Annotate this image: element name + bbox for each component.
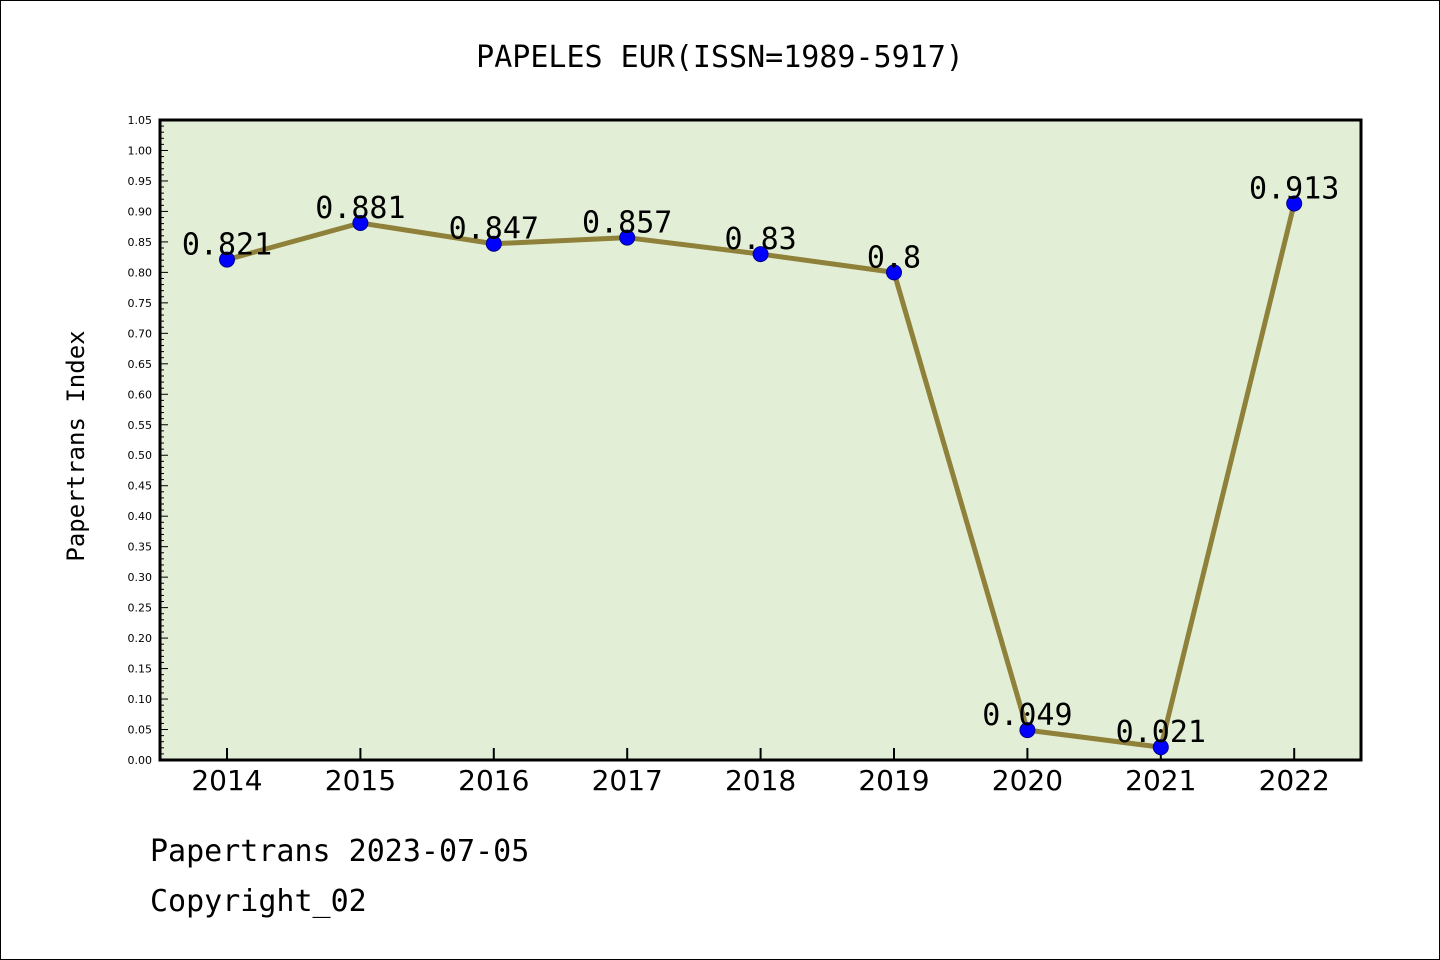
y-tick-label: 0.50 bbox=[128, 449, 153, 462]
y-tick-label: 0.65 bbox=[128, 358, 153, 371]
x-axis-ticks: 2014 2015 2016 2017 2018 2019 2020 2021 2022 bbox=[191, 748, 1330, 797]
data-label: 0.847 bbox=[449, 212, 539, 247]
x-tick-label: 2019 bbox=[858, 764, 929, 797]
x-tick-label: 2022 bbox=[1259, 764, 1330, 797]
y-tick-label: 0.90 bbox=[128, 205, 153, 218]
data-point bbox=[1152, 739, 1169, 756]
y-tick-label: 0.10 bbox=[128, 693, 153, 706]
y-tick-label: 0.25 bbox=[128, 602, 153, 615]
data-labels: 0.821 0.881 0.847 0.857 0.83 0.8 0.049 0.021 0.9… bbox=[182, 172, 1340, 751]
y-axis-label: Papertrans Index bbox=[62, 330, 90, 561]
data-markers bbox=[219, 195, 1303, 756]
data-label: 0.8 bbox=[867, 240, 921, 275]
data-label: 0.049 bbox=[982, 698, 1072, 733]
data-point bbox=[1019, 722, 1036, 739]
x-tick-label: 2018 bbox=[725, 764, 796, 797]
y-tick-label: 1.05 bbox=[128, 114, 153, 127]
y-tick-label: 0.40 bbox=[128, 510, 153, 523]
chart-title: PAPELES EUR(ISSN=1989-5917) bbox=[476, 40, 964, 75]
y-tick-label: 0.20 bbox=[128, 632, 153, 645]
y-tick-label: 0.80 bbox=[128, 266, 153, 279]
data-point bbox=[1286, 195, 1303, 212]
data-label: 0.881 bbox=[315, 191, 405, 226]
y-tick-label: 0.75 bbox=[128, 297, 153, 310]
y-tick-label: 0.70 bbox=[128, 327, 153, 340]
data-label: 0.821 bbox=[182, 228, 272, 263]
data-label: 0.857 bbox=[582, 206, 672, 241]
y-tick-label: 1.00 bbox=[128, 144, 153, 157]
data-label: 0.83 bbox=[724, 222, 796, 257]
data-point bbox=[352, 215, 369, 232]
data-point bbox=[219, 251, 235, 268]
x-tick-label: 2014 bbox=[191, 764, 262, 797]
footer-date-label: Papertrans 2023-07-05 bbox=[150, 834, 530, 869]
y-tick-label: 0.30 bbox=[128, 571, 153, 584]
x-tick-label: 2015 bbox=[325, 764, 396, 797]
x-tick-label: 2021 bbox=[1125, 764, 1196, 797]
x-tick-label: 2016 bbox=[458, 764, 529, 797]
x-tick-label: 2020 bbox=[992, 764, 1063, 797]
y-tick-label: 0.60 bbox=[128, 388, 153, 401]
x-tick-label: 2017 bbox=[592, 764, 663, 797]
y-tick-label: 0.05 bbox=[128, 724, 153, 737]
y-tick-label: 0.15 bbox=[128, 663, 153, 676]
data-point bbox=[485, 235, 502, 252]
data-point bbox=[886, 264, 902, 281]
data-point bbox=[619, 229, 636, 246]
y-tick-label: 0.85 bbox=[128, 236, 153, 249]
footer-copyright-label: Copyright_02 bbox=[150, 884, 367, 919]
y-axis-ticks: 0.00 0.05 0.10 0.15 0.20 0.25 0.30 0.35 0.40 0.45… bbox=[128, 114, 168, 767]
y-tick-label: 0.95 bbox=[128, 175, 153, 188]
y-tick-label: 0.55 bbox=[128, 419, 153, 432]
data-label: 0.913 bbox=[1249, 172, 1339, 207]
y-tick-label: 0.35 bbox=[128, 541, 153, 554]
y-tick-label: 0.00 bbox=[128, 754, 153, 767]
data-label: 0.021 bbox=[1116, 715, 1206, 750]
y-tick-label: 0.45 bbox=[128, 480, 153, 493]
data-point bbox=[752, 246, 769, 263]
